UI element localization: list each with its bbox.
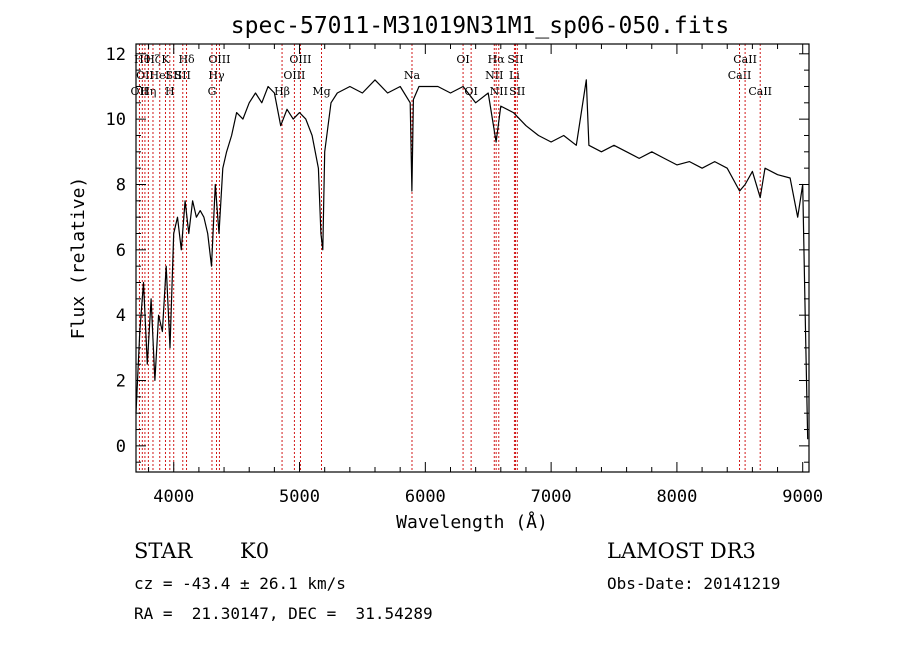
spectral-line-label: HeI (150, 69, 170, 82)
spectral-line-label: Na (404, 69, 421, 82)
spectral-line-label: OIII (208, 53, 230, 66)
spectral-line-label: Hη (140, 85, 156, 98)
spectral-line-label: NII (485, 69, 503, 82)
spectral-line-label: SII (507, 53, 523, 66)
spectral-line-label: CaII (733, 53, 757, 66)
plot-frame (135, 43, 810, 473)
y-tick-label: 8 (116, 175, 126, 195)
y-tick-label: 6 (116, 241, 126, 261)
observation-date: Obs-Date: 20141219 (607, 574, 781, 593)
axis-ticks: 4000 5000 6000 7000 8000 9000 0 2 4 6 8 10 12 (106, 44, 823, 507)
spectral-line-label: Hδ (178, 53, 195, 66)
y-tick-label: 4 (116, 306, 126, 326)
spectral-line-label: OI (464, 85, 477, 98)
spectral-subclass: K0 (240, 539, 270, 563)
spectral-line-label: Mg (312, 85, 330, 98)
x-tick-label: 5000 (279, 487, 320, 507)
spectral-line-markers: OIIHθOIIHηHζHeIKHSIIHδSIIGHγOIIIHβOIIIOI… (131, 44, 772, 472)
y-tick-label: 2 (116, 372, 126, 392)
x-tick-label: 6000 (405, 487, 446, 507)
chart-title: spec-57011-M31019N31M1_sp06-050.fits (231, 13, 730, 39)
spectrum-series-line (135, 79, 809, 440)
spectral-line-label: Hα (488, 53, 506, 66)
spectral-line-label: Hγ (208, 69, 225, 82)
spectral-line-label: SII (175, 69, 191, 82)
x-tick-label: 8000 (656, 487, 697, 507)
spectral-line-label: SII (509, 85, 525, 98)
object-class: STAR (134, 539, 193, 563)
spectral-line-label: K (161, 53, 170, 66)
spectral-line-label: OII (136, 69, 154, 82)
x-tick-label: 7000 (531, 487, 572, 507)
spectral-line-label: NII (490, 85, 508, 98)
x-tick-label: 9000 (782, 487, 823, 507)
spectral-line-label: SII (166, 69, 182, 82)
sky-coordinates: RA = 21.30147, DEC = 31.54289 (134, 604, 433, 623)
spectral-line-label: Li (509, 69, 520, 82)
spectral-line-label: OI (456, 53, 469, 66)
spectral-line-label: G (208, 85, 217, 98)
spectral-line-label: CaII (728, 69, 752, 82)
spectral-line-label: Hζ (145, 53, 161, 66)
y-tick-label: 12 (106, 45, 126, 65)
x-tick-label: 4000 (153, 487, 194, 507)
y-tick-label: 10 (106, 110, 126, 130)
redshift-velocity: cz = -43.4 ± 26.1 km/s (134, 574, 346, 593)
spectral-line-label: OIII (283, 69, 305, 82)
spectral-line-label: H (165, 85, 175, 98)
spectral-line-label: Hθ (134, 53, 151, 66)
spectral-line-label: CaII (748, 85, 772, 98)
y-axis-label: Flux (relative) (68, 177, 89, 340)
spectral-line-label: OIII (289, 53, 311, 66)
spectral-line-label: Hβ (274, 85, 290, 98)
x-axis-label: Wavelength (Å) (396, 511, 548, 533)
survey-name: LAMOST DR3 (607, 539, 756, 563)
spectral-line-label: OII (131, 85, 149, 98)
y-tick-label: 0 (116, 437, 126, 457)
